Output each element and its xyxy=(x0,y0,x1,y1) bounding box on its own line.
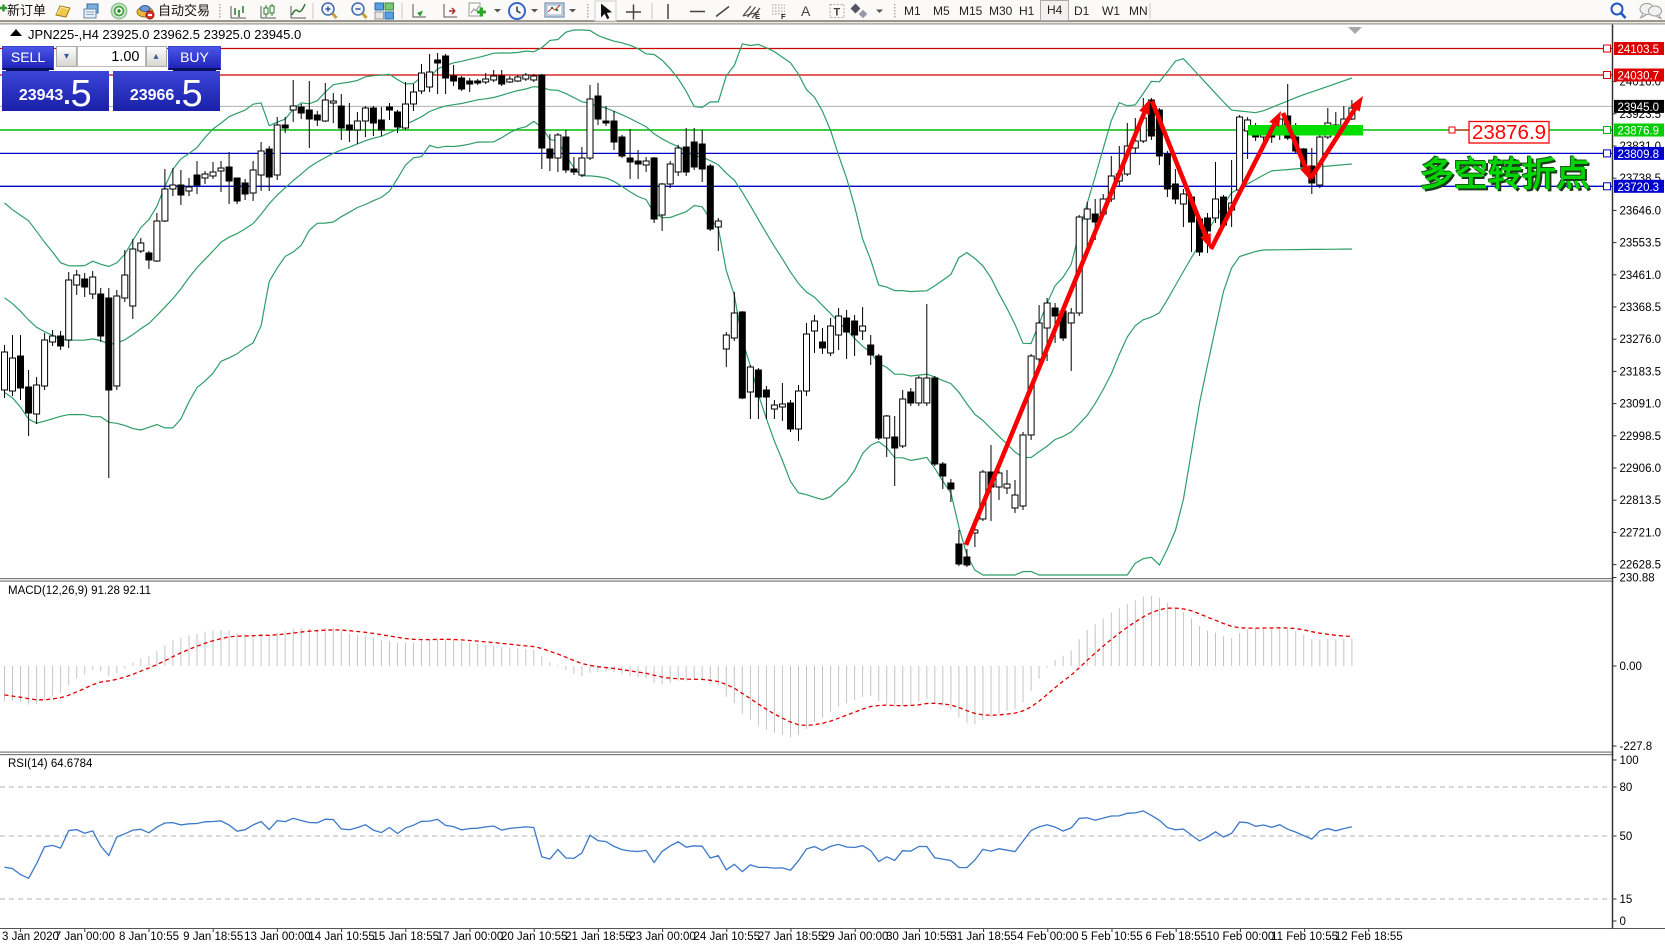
svg-text:22906.0: 22906.0 xyxy=(1620,463,1662,475)
svg-text:9 Jan 18:55: 9 Jan 18:55 xyxy=(183,931,243,943)
svg-text:23876.9: 23876.9 xyxy=(1618,126,1660,138)
svg-text:新订单: 新订单 xyxy=(7,3,46,18)
svg-text:23876.9: 23876.9 xyxy=(1472,121,1546,144)
svg-text:23945.0: 23945.0 xyxy=(1618,102,1660,114)
svg-text:12 Feb 18:55: 12 Feb 18:55 xyxy=(1335,931,1403,943)
svg-text:11 Feb 10:55: 11 Feb 10:55 xyxy=(1271,931,1338,943)
svg-text:20 Jan 10:55: 20 Jan 10:55 xyxy=(501,931,568,943)
svg-text:RSI(14) 64.6784: RSI(14) 64.6784 xyxy=(8,758,93,770)
svg-text:23091.0: 23091.0 xyxy=(1620,399,1662,411)
svg-text:23 Jan 00:00: 23 Jan 00:00 xyxy=(629,931,696,943)
svg-text:3 Jan 2020: 3 Jan 2020 xyxy=(2,931,59,943)
svg-text:27 Jan 18:55: 27 Jan 18:55 xyxy=(758,931,825,943)
svg-text:23646.0: 23646.0 xyxy=(1620,205,1662,217)
svg-text:230.88: 230.88 xyxy=(1620,573,1655,585)
svg-text:E: E xyxy=(755,12,760,21)
svg-text:13 Jan 00:00: 13 Jan 00:00 xyxy=(244,931,311,943)
svg-text:50: 50 xyxy=(1620,831,1633,843)
svg-text:24103.5: 24103.5 xyxy=(1618,44,1660,56)
svg-text:T: T xyxy=(834,7,841,19)
svg-text:多空转折点: 多空转折点 xyxy=(1420,156,1590,194)
svg-text:10 Feb 00:00: 10 Feb 00:00 xyxy=(1207,931,1275,943)
svg-text:23183.5: 23183.5 xyxy=(1620,366,1662,378)
svg-text:0: 0 xyxy=(1620,916,1626,928)
svg-text:31 Jan 18:55: 31 Jan 18:55 xyxy=(950,931,1017,943)
svg-text:MACD(12,26,9) 91.28 92.11: MACD(12,26,9) 91.28 92.11 xyxy=(8,585,151,597)
svg-text:22813.5: 22813.5 xyxy=(1620,495,1662,507)
svg-text:15: 15 xyxy=(1620,894,1633,906)
svg-text:F: F xyxy=(781,12,786,21)
svg-text:80: 80 xyxy=(1620,782,1633,794)
svg-text:22998.5: 22998.5 xyxy=(1620,431,1662,443)
svg-text:0.00: 0.00 xyxy=(1620,661,1642,673)
svg-text:15 Jan 18:55: 15 Jan 18:55 xyxy=(373,931,440,943)
svg-text:7 Jan 00:00: 7 Jan 00:00 xyxy=(55,931,115,943)
svg-text:21 Jan 18:55: 21 Jan 18:55 xyxy=(565,931,632,943)
svg-text:14 Jan 10:55: 14 Jan 10:55 xyxy=(308,931,375,943)
svg-text:自动交易: 自动交易 xyxy=(158,3,210,18)
svg-text:23461.0: 23461.0 xyxy=(1620,270,1662,282)
svg-text:5 Feb 10:55: 5 Feb 10:55 xyxy=(1081,931,1142,943)
svg-text:23368.5: 23368.5 xyxy=(1620,302,1662,314)
svg-text:-227.8: -227.8 xyxy=(1620,741,1653,753)
svg-text:30 Jan 10:55: 30 Jan 10:55 xyxy=(886,931,953,943)
svg-text:17 Jan 00:00: 17 Jan 00:00 xyxy=(437,931,504,943)
svg-text:29 Jan 00:00: 29 Jan 00:00 xyxy=(822,931,889,943)
svg-text:22721.0: 22721.0 xyxy=(1620,527,1662,539)
svg-text:6 Feb 18:55: 6 Feb 18:55 xyxy=(1146,931,1207,943)
svg-text:4 Feb 00:00: 4 Feb 00:00 xyxy=(1017,931,1078,943)
svg-text:22628.5: 22628.5 xyxy=(1620,560,1662,572)
svg-text:23809.8: 23809.8 xyxy=(1618,149,1660,161)
svg-text:23720.3: 23720.3 xyxy=(1618,182,1660,194)
svg-text:24030.7: 24030.7 xyxy=(1618,71,1660,83)
svg-text:23276.0: 23276.0 xyxy=(1620,334,1662,346)
svg-text:24 Jan 10:55: 24 Jan 10:55 xyxy=(694,931,761,943)
svg-text:100: 100 xyxy=(1620,755,1639,767)
svg-text:A: A xyxy=(801,3,811,19)
svg-text:JPN225-,H4 23925.0 23962.5 23: JPN225-,H4 23925.0 23962.5 23925.0 23945… xyxy=(28,27,301,42)
svg-text:23553.5: 23553.5 xyxy=(1620,238,1662,250)
svg-text:8 Jan 10:55: 8 Jan 10:55 xyxy=(119,931,179,943)
